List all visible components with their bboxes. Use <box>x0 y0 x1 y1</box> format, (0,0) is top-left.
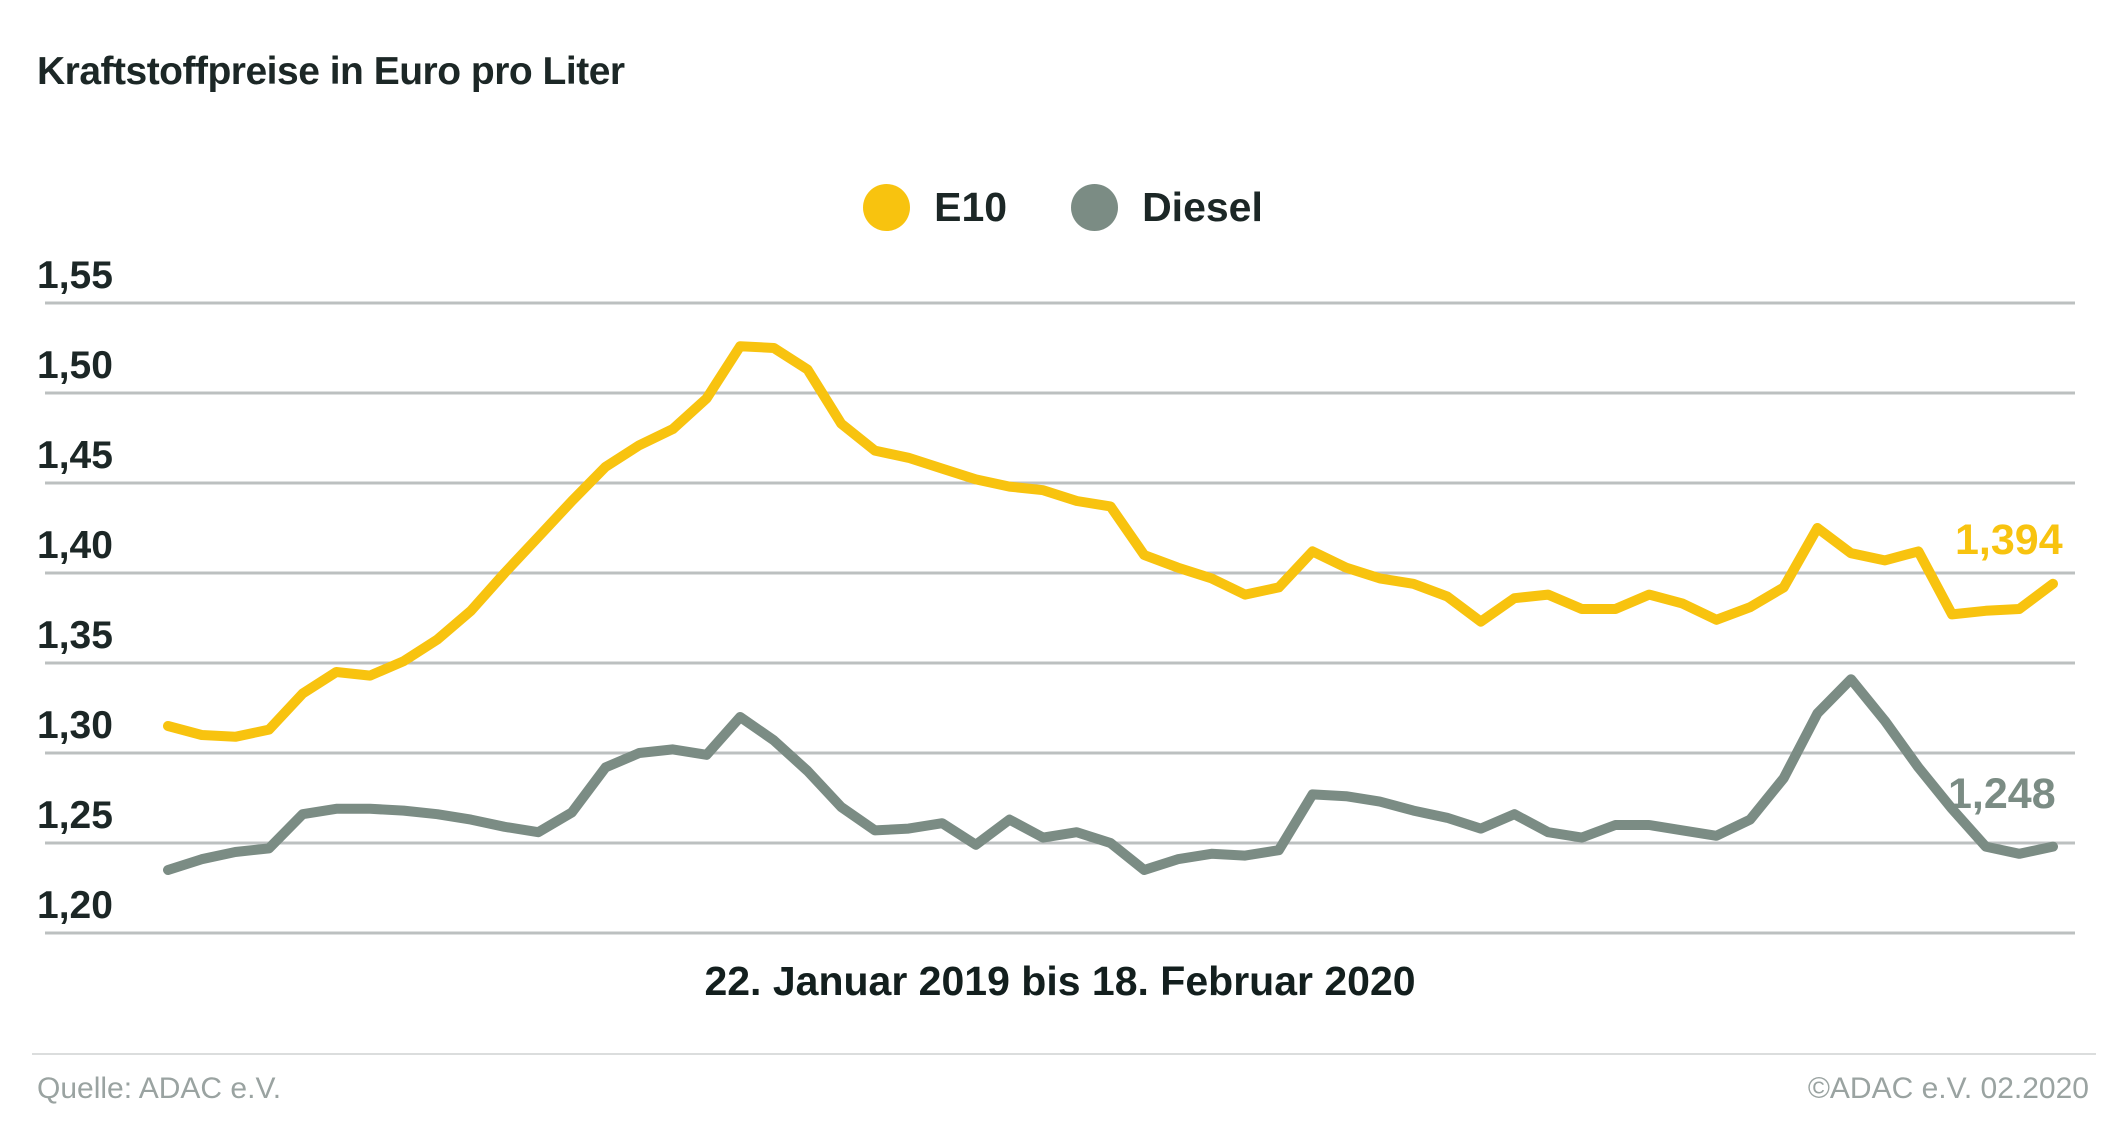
y-axis-tick-label: 1,35 <box>37 614 113 657</box>
x-axis-range-label: 22. Januar 2019 bis 18. Februar 2020 <box>704 958 1416 1004</box>
y-axis-tick-label: 1,40 <box>37 524 113 567</box>
legend-item-e10: E10 <box>863 184 1007 231</box>
series-end-value-e10: 1,394 <box>1955 516 2063 564</box>
legend: E10 Diesel <box>0 184 2126 231</box>
y-axis-tick-label: 1,20 <box>37 884 113 927</box>
y-axis-tick-label: 1,45 <box>37 434 113 477</box>
series-end-value-diesel: 1,248 <box>1948 770 2056 818</box>
footer-source: Quelle: ADAC e.V. <box>37 1072 282 1105</box>
y-axis-tick-label: 1,55 <box>37 254 113 297</box>
chart-title: Kraftstoffpreise in Euro pro Liter <box>37 50 625 93</box>
legend-label-e10: E10 <box>934 184 1008 230</box>
legend-label-diesel: Diesel <box>1142 184 1263 230</box>
diesel-legend-dot-icon <box>1071 184 1119 231</box>
series-line-diesel <box>163 674 2058 875</box>
footer-copyright: ©ADAC e.V. 02.2020 <box>1807 1072 2089 1105</box>
y-axis-tick-label: 1,25 <box>37 794 113 837</box>
series-line-e10 <box>163 341 2058 742</box>
footer-divider <box>32 1053 2096 1055</box>
e10-legend-dot-icon <box>863 184 911 231</box>
legend-item-diesel: Diesel <box>1071 184 1263 231</box>
y-axis-tick-label: 1,30 <box>37 704 113 747</box>
y-axis-tick-label: 1,50 <box>37 344 113 387</box>
